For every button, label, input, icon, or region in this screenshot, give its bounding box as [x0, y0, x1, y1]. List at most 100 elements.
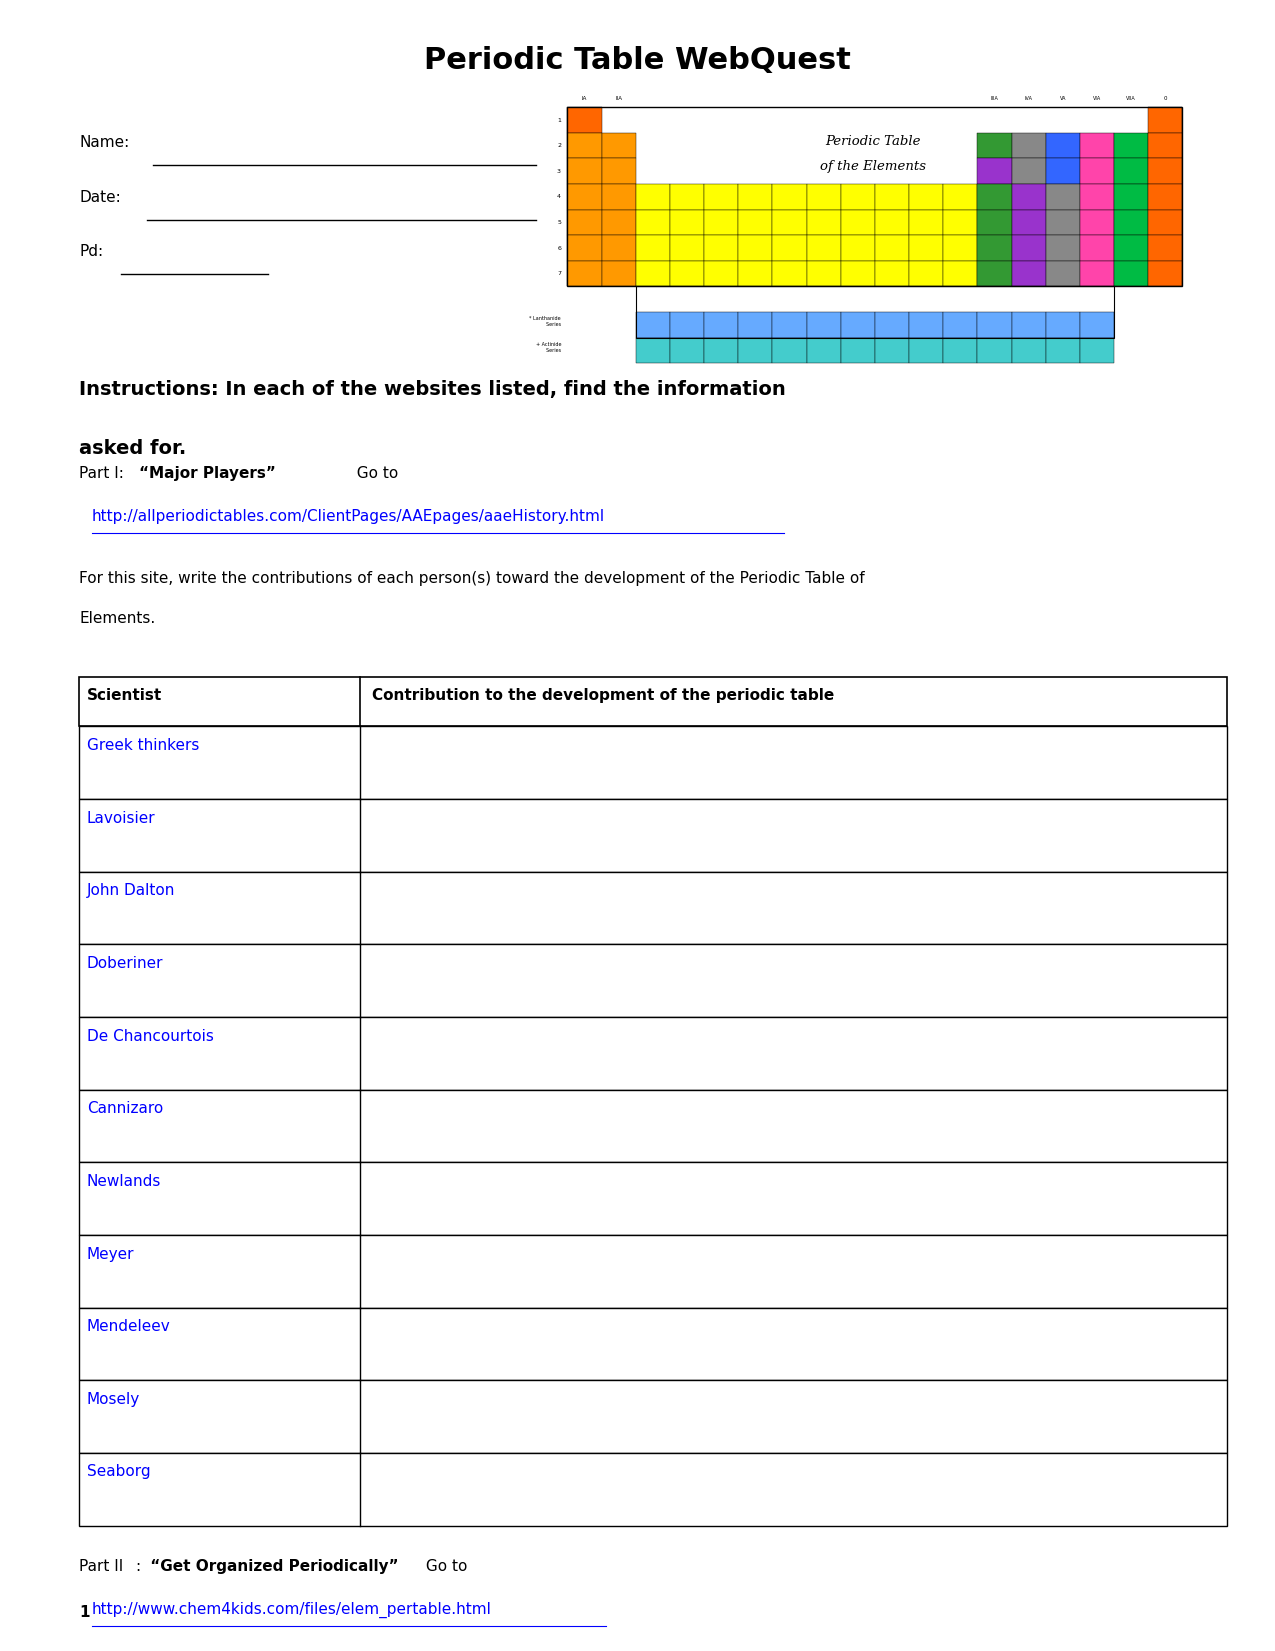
Text: 1: 1 — [79, 1605, 89, 1620]
Bar — [773, 210, 807, 234]
Bar — [636, 337, 669, 363]
Bar — [944, 183, 978, 210]
Text: Doberiner: Doberiner — [87, 956, 163, 971]
Text: IIA: IIA — [615, 96, 622, 101]
Text: + Actinide
  Series: + Actinide Series — [536, 342, 561, 353]
Text: 3: 3 — [557, 168, 561, 173]
Bar — [79, 726, 1227, 799]
Text: VA: VA — [1060, 96, 1066, 101]
Bar — [567, 261, 602, 286]
Text: IVA: IVA — [1025, 96, 1033, 101]
Bar — [1046, 261, 1080, 286]
Bar — [1114, 132, 1149, 158]
Bar — [1011, 210, 1046, 234]
Bar — [909, 312, 944, 337]
Bar — [909, 234, 944, 261]
Bar — [704, 312, 738, 337]
Text: * Lanthanide
  Series: * Lanthanide Series — [529, 315, 561, 327]
Bar — [669, 312, 704, 337]
Bar — [738, 183, 773, 210]
Bar — [978, 210, 1011, 234]
Bar — [1046, 210, 1080, 234]
Bar — [773, 183, 807, 210]
Bar — [1080, 183, 1114, 210]
Text: De Chancourtois: De Chancourtois — [87, 1029, 214, 1043]
Bar — [602, 183, 636, 210]
Bar — [978, 337, 1011, 363]
Bar — [704, 234, 738, 261]
Bar — [704, 337, 738, 363]
Bar — [909, 210, 944, 234]
Text: Mendeleev: Mendeleev — [87, 1319, 171, 1334]
Bar — [1011, 132, 1046, 158]
Text: John Dalton: John Dalton — [87, 883, 175, 898]
Bar — [1114, 234, 1149, 261]
Bar — [875, 210, 909, 234]
Bar — [1011, 337, 1046, 363]
Bar — [79, 1017, 1227, 1090]
Text: 2: 2 — [557, 144, 561, 149]
Bar — [840, 261, 875, 286]
Bar — [978, 234, 1011, 261]
Bar — [704, 261, 738, 286]
Bar — [1149, 183, 1182, 210]
Bar — [738, 337, 773, 363]
Bar — [79, 1162, 1227, 1235]
Bar — [978, 261, 1011, 286]
Bar — [79, 1453, 1227, 1526]
Text: Part I:: Part I: — [79, 466, 129, 480]
Bar — [669, 183, 704, 210]
Bar — [738, 312, 773, 337]
Bar — [807, 261, 840, 286]
Bar — [79, 944, 1227, 1017]
Bar — [79, 1380, 1227, 1453]
Text: of the Elements: of the Elements — [820, 160, 927, 173]
Bar — [1149, 132, 1182, 158]
Bar — [773, 234, 807, 261]
Bar — [840, 234, 875, 261]
Text: IA: IA — [581, 96, 588, 101]
Bar — [567, 107, 602, 132]
Bar — [978, 183, 1011, 210]
Text: Meyer: Meyer — [87, 1247, 134, 1261]
Text: Cannizaro: Cannizaro — [87, 1101, 163, 1116]
Bar — [1149, 234, 1182, 261]
Bar — [602, 158, 636, 183]
Bar — [567, 183, 602, 210]
Bar — [773, 261, 807, 286]
Bar — [1080, 337, 1114, 363]
Bar — [1149, 210, 1182, 234]
Bar — [738, 210, 773, 234]
Bar — [1080, 210, 1114, 234]
Bar — [567, 234, 602, 261]
Text: 6: 6 — [557, 246, 561, 251]
Bar — [807, 337, 840, 363]
Bar — [1011, 261, 1046, 286]
Bar — [567, 132, 602, 158]
Bar — [840, 183, 875, 210]
Bar — [1011, 158, 1046, 183]
Bar — [875, 337, 909, 363]
Text: Date:: Date: — [79, 190, 121, 205]
Text: Name:: Name: — [79, 135, 129, 150]
Bar — [567, 158, 602, 183]
Bar — [602, 261, 636, 286]
Bar — [875, 183, 909, 210]
Bar — [636, 183, 669, 210]
Bar — [909, 261, 944, 286]
Bar — [669, 234, 704, 261]
Bar — [978, 312, 1011, 337]
Bar — [1046, 234, 1080, 261]
Bar — [669, 210, 704, 234]
Text: Greek thinkers: Greek thinkers — [87, 738, 199, 753]
Bar — [875, 312, 909, 337]
Bar — [944, 312, 978, 337]
Bar — [875, 261, 909, 286]
Bar — [79, 1090, 1227, 1162]
Bar — [1011, 183, 1046, 210]
Bar — [840, 210, 875, 234]
Bar — [944, 234, 978, 261]
Text: Go to: Go to — [421, 1559, 467, 1573]
Text: Newlands: Newlands — [87, 1174, 161, 1189]
Bar — [602, 234, 636, 261]
